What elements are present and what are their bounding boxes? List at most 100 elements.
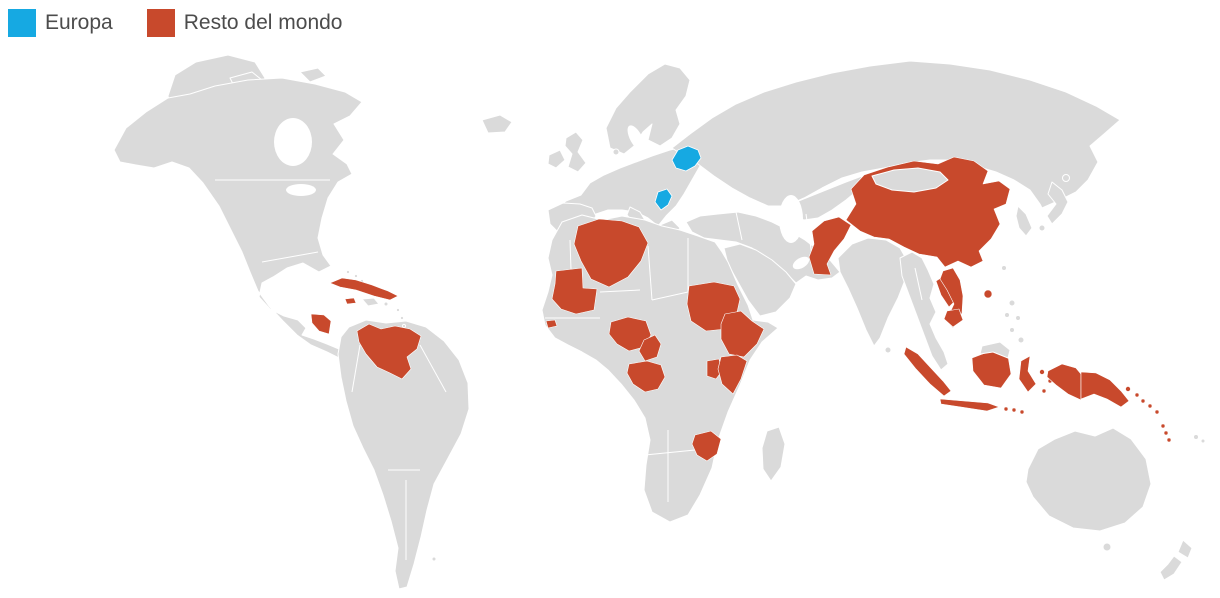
country-nicaragua[interactable]	[310, 313, 332, 335]
landmass-korea	[1015, 205, 1033, 237]
landmass-india	[837, 237, 909, 347]
landmass-tasmania	[1102, 542, 1112, 552]
border-line	[914, 267, 923, 301]
landmass-iceland	[481, 114, 513, 134]
landmass-fiji	[1193, 434, 1199, 440]
landmass-denmark	[612, 148, 620, 156]
country-indonesia-moluccas[interactable]	[1041, 388, 1047, 394]
country-algeria[interactable]	[573, 218, 649, 288]
landmass-arabia	[723, 243, 797, 317]
landmass-great-britain	[564, 131, 587, 173]
legend-label-resto: Resto del mondo	[183, 11, 343, 34]
landmass-ireland	[547, 149, 566, 169]
country-solomon-islands[interactable]	[1140, 398, 1146, 404]
landmass-philippines	[1017, 336, 1025, 344]
country-indonesia-lesser-sunda[interactable]	[1011, 407, 1017, 413]
border-line	[261, 251, 319, 263]
inland-seas	[274, 118, 810, 270]
country-guinea-bissau[interactable]	[545, 319, 558, 329]
country-papua-new-guinea[interactable]	[1080, 371, 1130, 408]
landmass-australia	[1025, 427, 1152, 532]
landmass-bahamas	[345, 269, 351, 275]
border-line	[651, 291, 689, 301]
country-indonesia-moluccas[interactable]	[1039, 369, 1045, 375]
legend-item-europa: Europa	[8, 9, 113, 37]
legend-label-europa: Europa	[45, 11, 113, 34]
legend-item-resto: Resto del mondo	[146, 9, 343, 37]
country-cameroon[interactable]	[638, 334, 662, 362]
caspian-sea	[779, 195, 803, 243]
country-indonesia-sulawesi[interactable]	[1018, 355, 1037, 393]
country-cuba[interactable]	[329, 277, 399, 301]
landmass-sri-lanka	[884, 346, 892, 354]
border-line	[419, 344, 447, 393]
landmass-lesser-antilles	[401, 323, 407, 329]
landmass-caribbean-hispaniola	[361, 297, 380, 307]
border-line	[647, 245, 653, 301]
landmass-kyushu	[1038, 224, 1046, 232]
landmass-new-zealand-north	[1177, 539, 1193, 559]
country-indonesia-lesser-sunda[interactable]	[1003, 406, 1009, 412]
landmass-se-asia-mainland	[899, 251, 949, 371]
border-line	[599, 289, 641, 293]
landmass-philippines	[1008, 299, 1016, 307]
country-indonesia-java[interactable]	[939, 398, 1000, 412]
country-china-hainan[interactable]	[983, 289, 993, 299]
landmass-borneo-north-malaysia	[979, 341, 1011, 359]
landmass-madagascar	[761, 426, 786, 482]
country-solomon-islands[interactable]	[1154, 409, 1160, 415]
landmass-philippines	[1015, 315, 1021, 321]
persian-gulf	[792, 256, 810, 270]
country-belarus[interactable]	[671, 145, 702, 172]
legend-swatch-europa	[8, 9, 36, 37]
landmass-philippines	[1009, 327, 1015, 333]
country-indonesia-sumatra[interactable]	[903, 346, 952, 397]
country-pakistan[interactable]	[808, 216, 852, 276]
country-borders	[215, 179, 923, 560]
great-lakes	[286, 184, 316, 196]
country-indonesia-lesser-sunda[interactable]	[1019, 409, 1025, 415]
country-ethiopia[interactable]	[720, 310, 765, 358]
landmass-mongolia	[871, 167, 949, 193]
landmass-lesser-antilles	[399, 315, 405, 321]
landmass-japan	[1046, 181, 1069, 225]
landmass-falkland	[431, 556, 437, 562]
country-cambodia[interactable]	[943, 308, 964, 328]
legend: Europa Resto del mondo	[8, 9, 342, 37]
country-vanuatu[interactable]	[1166, 437, 1172, 443]
country-zimbabwe[interactable]	[691, 430, 722, 462]
landmass-scandinavia	[605, 63, 691, 155]
country-vanuatu[interactable]	[1163, 430, 1169, 436]
landmass-hokkaido	[1062, 174, 1070, 182]
country-mauritania[interactable]	[551, 267, 598, 315]
country-uganda[interactable]	[706, 358, 723, 380]
country-vanuatu[interactable]	[1160, 423, 1166, 429]
black-sea	[681, 195, 729, 215]
country-gabon-congo[interactable]	[626, 360, 666, 393]
landmass-caribbean-puerto-rico	[383, 301, 389, 307]
landmass-taiwan	[1001, 265, 1007, 271]
country-jamaica[interactable]	[344, 297, 357, 305]
landmass-arctic-island	[299, 67, 327, 83]
country-indonesia-papua[interactable]	[1046, 363, 1082, 401]
country-venezuela[interactable]	[356, 323, 422, 380]
border-line	[805, 213, 813, 257]
country-papua-new-guinea-islands[interactable]	[1134, 392, 1140, 398]
baltic-sea	[627, 125, 645, 151]
landmass-philippines	[1004, 312, 1010, 318]
landmass-new-zealand-south	[1159, 555, 1183, 581]
landmass-south-america	[337, 319, 470, 590]
legend-swatch-resto	[146, 9, 175, 37]
country-papua-new-guinea-islands[interactable]	[1125, 386, 1131, 392]
country-serbia[interactable]	[654, 188, 673, 211]
landmass-fiji	[1200, 438, 1206, 444]
highlighted-countries	[310, 145, 1172, 462]
country-kenya[interactable]	[717, 354, 748, 395]
landmass-lesser-antilles	[395, 307, 401, 313]
border-line	[644, 449, 696, 456]
hudson-bay	[274, 118, 312, 166]
gray-overlays	[871, 167, 1011, 359]
country-solomon-islands[interactable]	[1147, 403, 1153, 409]
